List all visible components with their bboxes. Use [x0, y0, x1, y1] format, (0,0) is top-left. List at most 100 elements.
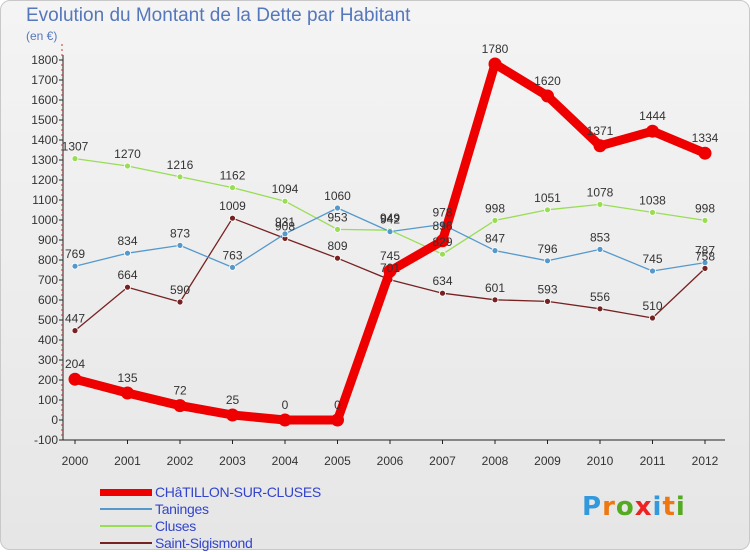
data-point-cluses: [229, 184, 236, 192]
data-point-saint-sigismond: [124, 283, 131, 291]
data-point-taninges: [386, 228, 394, 236]
data-label-taninges: 745: [642, 252, 662, 266]
data-point-cluses: [124, 162, 131, 170]
data-point-saint-sigismond: [701, 264, 709, 272]
logo-letter: o: [615, 492, 635, 522]
data-label-saint-sigismond: 701: [380, 261, 400, 275]
data-point-saint-sigismond: [544, 297, 551, 305]
legend-swatch-saint-sigismond: [100, 542, 152, 544]
data-label-saint-sigismond: 590: [170, 283, 190, 297]
x-tick-label: 2007: [429, 454, 456, 468]
data-point-ch-tillon-sur-cluses: [226, 408, 239, 422]
data-label-saint-sigismond: 1009: [219, 199, 246, 213]
data-label-taninges: 769: [65, 247, 85, 261]
y-tick-label: 1600: [31, 93, 58, 107]
legend-swatch-taninges: [100, 508, 152, 510]
data-label-ch-tillon-sur-cluses: 896: [432, 219, 452, 233]
y-tick-label: 1300: [31, 153, 58, 167]
x-tick-label: 2001: [114, 454, 141, 468]
data-label-ch-tillon-sur-cluses: 1371: [587, 124, 614, 138]
data-label-saint-sigismond: 601: [485, 281, 505, 295]
unit-label: (en €): [26, 29, 58, 43]
axes: -100010020030040050060070080090010001100…: [31, 44, 725, 468]
data-point-taninges: [701, 259, 709, 267]
y-tick-label: 1100: [32, 193, 58, 207]
data-label-ch-tillon-sur-cluses: 72: [173, 384, 187, 398]
data-label-taninges: 978: [432, 205, 452, 219]
data-label-cluses: 1038: [639, 193, 666, 207]
data-point-taninges: [124, 249, 131, 257]
y-tick-label: 600: [38, 293, 58, 307]
legend-label-chatillon: CHâTILLON-SUR-CLUSES: [155, 484, 321, 500]
y-tick-label: 100: [38, 393, 58, 407]
data-label-taninges: 931: [275, 215, 295, 229]
data-label-ch-tillon-sur-cluses: 745: [380, 249, 400, 263]
data-point-cluses: [649, 208, 656, 216]
series-line-ch-tillon-sur-cluses: [70, 59, 710, 425]
data-point-ch-tillon-sur-cluses: [541, 89, 554, 103]
data-label-ch-tillon-sur-cluses: 1780: [482, 42, 509, 56]
data-label-cluses: 949: [380, 211, 400, 225]
data-point-taninges: [281, 230, 289, 238]
y-tick-label: 1700: [31, 73, 58, 87]
data-label-cluses: 1162: [220, 169, 246, 183]
data-label-cluses: 829: [432, 235, 452, 249]
x-tick-label: 2002: [167, 454, 194, 468]
logo-letter: t: [662, 492, 676, 522]
y-tick-label: 1200: [31, 173, 58, 187]
data-label-saint-sigismond: 758: [695, 249, 715, 263]
data-point-cluses: [701, 216, 709, 224]
data-point-saint-sigismond: [334, 254, 341, 262]
data-point-taninges: [649, 267, 656, 275]
data-label-cluses: 953: [327, 210, 347, 224]
data-label-saint-sigismond: 510: [642, 299, 662, 313]
y-tick-label: -100: [34, 433, 58, 447]
y-tick-label: 700: [38, 273, 58, 287]
data-label-cluses: 998: [485, 201, 505, 215]
data-label-ch-tillon-sur-cluses: 204: [65, 357, 85, 371]
data-point-saint-sigismond: [439, 289, 446, 297]
data-label-cluses: 1307: [62, 140, 89, 154]
data-label-cluses: 1216: [167, 158, 194, 172]
data-label-ch-tillon-sur-cluses: 1334: [692, 131, 719, 145]
data-label-ch-tillon-sur-cluses: 0: [334, 398, 341, 412]
y-tick-label: 1400: [31, 133, 58, 147]
data-point-saint-sigismond: [649, 314, 656, 322]
x-tick-label: 2006: [377, 454, 404, 468]
logo-letter: x: [634, 492, 653, 522]
data-label-saint-sigismond: 664: [117, 268, 137, 282]
data-label-taninges: 1060: [324, 189, 351, 203]
data-point-cluses: [71, 155, 79, 163]
y-tick-label: 1000: [31, 213, 58, 227]
chart-title: Evolution du Montant de la Dette par Hab…: [26, 5, 411, 26]
data-point-cluses: [281, 197, 289, 205]
data-point-saint-sigismond: [596, 305, 604, 313]
y-tick-label: 1800: [31, 53, 58, 67]
data-label-saint-sigismond: 634: [432, 274, 452, 288]
legend-swatch-cluses: [100, 525, 152, 527]
data-point-ch-tillon-sur-cluses: [278, 413, 292, 427]
logo-letter: i: [675, 492, 686, 522]
y-tick-label: 300: [38, 353, 58, 367]
data-point-saint-sigismond: [491, 296, 499, 304]
data-label-cluses: 1270: [114, 147, 141, 161]
data-label-saint-sigismond: 447: [65, 312, 85, 326]
data-label-saint-sigismond: 556: [590, 290, 610, 304]
y-tick-label: 0: [51, 413, 58, 427]
data-label-ch-tillon-sur-cluses: 1444: [639, 109, 666, 123]
x-tick-label: 2010: [587, 454, 614, 468]
y-tick-label: 800: [38, 253, 58, 267]
data-point-ch-tillon-sur-cluses: [698, 146, 712, 160]
proxiti-logo: Proxiti: [582, 492, 686, 522]
x-tick-label: 2004: [272, 454, 299, 468]
data-point-taninges: [71, 262, 79, 270]
logo-letter: r: [602, 492, 616, 522]
data-point-ch-tillon-sur-cluses: [488, 57, 502, 71]
x-tick-label: 2011: [640, 454, 666, 468]
x-tick-label: 2009: [534, 454, 561, 468]
data-point-taninges: [544, 257, 551, 265]
data-point-cluses: [439, 250, 446, 258]
data-point-taninges: [334, 204, 341, 212]
data-point-saint-sigismond: [176, 298, 184, 306]
